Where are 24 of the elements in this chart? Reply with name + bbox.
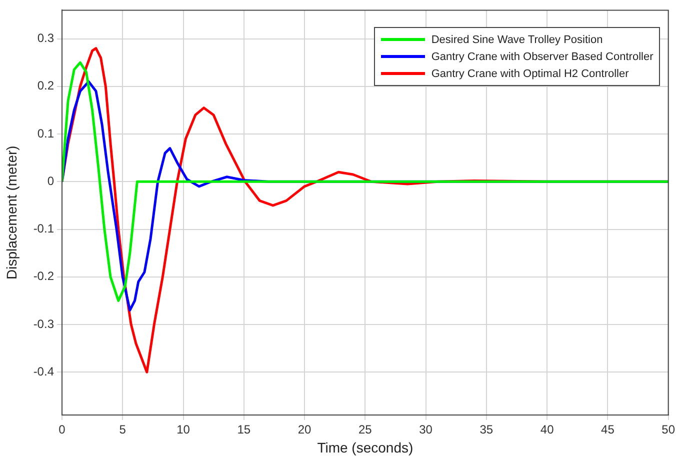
y-tick-label: -0.4 <box>33 364 54 378</box>
legend-label: Gantry Crane with Observer Based Controller <box>431 50 654 63</box>
y-tick-label: -0.2 <box>33 269 54 284</box>
y-tick-label: 0 <box>47 174 54 188</box>
x-tick-label: 15 <box>237 422 251 437</box>
x-tick-label: 50 <box>662 422 676 437</box>
x-tick-label: 25 <box>358 422 372 437</box>
legend-label: Gantry Crane with Optimal H2 Controller <box>431 68 629 80</box>
x-tick-label: 40 <box>540 422 554 437</box>
x-tick-label: 45 <box>601 422 615 437</box>
y-axis-title: Displacement (meter) <box>3 146 20 280</box>
x-tick-label: 30 <box>419 422 433 437</box>
x-tick-label: 5 <box>119 422 126 437</box>
y-tick-label: -0.1 <box>33 222 54 236</box>
x-tick-label: 35 <box>480 422 494 437</box>
x-tick-label: 10 <box>176 422 190 437</box>
y-tick-label: 0.2 <box>37 78 54 93</box>
x-tick-label: 0 <box>58 422 66 437</box>
x-axis-title: Time (seconds) <box>317 439 414 456</box>
y-tick-label: 0.3 <box>37 31 54 46</box>
y-tick-label: -0.3 <box>33 316 54 331</box>
x-tick-label: 20 <box>298 422 312 437</box>
y-tick-label: 0.1 <box>37 126 54 140</box>
legend-label: Desired Sine Wave Trolley Position <box>431 34 603 46</box>
